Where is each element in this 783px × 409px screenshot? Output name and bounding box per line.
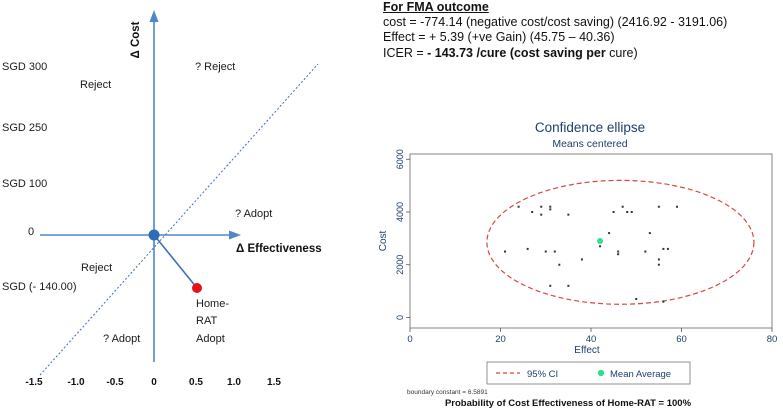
scatter-point: [621, 205, 624, 208]
scatter-point: [517, 205, 520, 208]
point-label-line1: Home-: [196, 298, 229, 310]
scatter-point: [662, 247, 665, 250]
x-tick-label: 80: [767, 334, 778, 345]
y-tick-label: 2000: [395, 255, 405, 275]
icer-tail: cure): [609, 45, 638, 60]
scatter-point: [531, 211, 534, 213]
point-label-line2: RAT: [196, 315, 217, 327]
scatter-point: [617, 253, 620, 256]
x-tick-label: 60: [676, 334, 687, 345]
scatter-point: [558, 263, 561, 266]
x-tick-label: 0: [407, 334, 412, 345]
quadrant-label-ne: ? Reject: [195, 61, 235, 73]
scatter-point: [662, 300, 665, 303]
scatter-point: [644, 250, 647, 253]
ellipse-chart-subtitle: Means centered: [552, 138, 627, 150]
plot-area: [409, 153, 773, 329]
confidence-ellipse-chart: Confidence ellipse Means centered 0 20 40 6…: [378, 120, 778, 409]
cost-axis-arrow: [149, 10, 159, 22]
point-label-line3: Adopt: [196, 333, 225, 345]
scatter-point: [657, 205, 660, 208]
quadrant-label-e: ? Adopt: [235, 208, 272, 220]
fma-effect-line: Effect = + 5.39 (+ve Gain) (45.75 – 40.3…: [383, 30, 615, 45]
x-tick-label: 0.5: [189, 377, 203, 388]
legend-box: [486, 361, 691, 385]
origin-to-point-line: [153, 234, 198, 289]
y-axis-title: Cost: [378, 230, 389, 251]
scatter-point: [549, 208, 552, 211]
scatter-point: [567, 284, 570, 287]
effectiveness-axis-title: Δ Effectiveness: [236, 243, 322, 255]
quadrant-label-sw-lower: ? Adopt: [103, 333, 140, 345]
scatter-point: [657, 263, 660, 266]
x-tick-label: 0: [151, 377, 157, 388]
y-label-zero: 0: [28, 226, 34, 238]
origin-marker: [148, 229, 160, 241]
scatter-point: [612, 211, 615, 213]
quadrant-label-sw-upper: Reject: [81, 262, 112, 274]
scatter-point: [580, 258, 583, 261]
y-label-100: SGD 100: [2, 178, 47, 190]
scatter-point: [553, 250, 556, 253]
scatter-point: [617, 250, 620, 253]
quadrant-label-nw: Reject: [80, 79, 111, 91]
legend-ci-label: 95% CI: [527, 369, 558, 380]
y-tick-label: 6000: [395, 149, 405, 169]
mean-point: [597, 238, 604, 244]
scatter-point: [567, 213, 570, 216]
fma-heading: For FMA outcome: [383, 0, 489, 14]
y-label-250: SGD 250: [2, 122, 47, 134]
probability-caption: Probability of Cost Effectiveness of Hom…: [445, 398, 692, 409]
y-label-negative: SGD (- 140.00): [2, 281, 77, 293]
icer-prefix: ICER =: [383, 45, 428, 60]
legend: 95% CI Mean Average: [486, 361, 691, 385]
legend-mean-swatch: [597, 369, 605, 377]
scatter-point: [608, 232, 611, 235]
confidence-ellipse: [486, 179, 755, 305]
ellipse-chart-title: Confidence ellipse: [535, 120, 645, 135]
scatter-point: [540, 213, 543, 216]
x-tick-label: -1.5: [25, 377, 43, 388]
home-rat-point: [192, 283, 202, 293]
scatter-point: [549, 284, 552, 287]
scatter-point: [635, 298, 638, 300]
x-axis-title: Effect: [574, 345, 600, 356]
x-tick-label: 1.5: [267, 377, 281, 388]
effectiveness-axis-arrow: [229, 230, 241, 240]
fma-icer-line: ICER = - 143.73 /cure (cost saving per c…: [383, 46, 727, 61]
boundary-constant-note: boundary constant = 6.5891: [407, 389, 488, 396]
scatter-point: [648, 232, 651, 235]
scatter-point: [666, 247, 669, 250]
x-tick-label: 20: [495, 334, 506, 345]
scatter-point: [549, 205, 552, 208]
x-tick-labels: -1.5 -1.0 -0.5 0 0.5 1.0 1.5: [25, 377, 281, 388]
x-tick-label: -1.0: [67, 377, 85, 388]
x-tick-label: 1.0: [227, 377, 241, 388]
fma-outcome-summary: For FMA outcome cost = -774.14 (negative…: [383, 0, 727, 61]
legend-mean-label: Mean Average: [610, 369, 671, 380]
x-tick-label: 40: [586, 334, 597, 345]
scatter-point: [526, 247, 529, 250]
icer-value: - 143.73 /cure (cost saving per: [427, 45, 610, 60]
scatter-point: [599, 245, 602, 248]
cost-axis-title: Δ Cost: [130, 21, 142, 58]
y-tick-label: 4000: [395, 202, 405, 222]
fma-cost-line: cost = -774.14 (negative cost/cost savin…: [383, 15, 728, 30]
y-tick-label: 0: [395, 315, 405, 320]
scatter-point: [504, 250, 507, 253]
threshold-line: [39, 63, 319, 376]
scatter-point: [544, 250, 547, 253]
scatter-point: [626, 211, 629, 213]
cost-effectiveness-plane: Δ Cost Δ Effectiveness SGD 300 SGD 250 S…: [2, 10, 322, 388]
scatter-point: [675, 205, 678, 208]
scatter-point: [630, 211, 633, 213]
scatter-point: [540, 205, 543, 208]
x-tick-label: -0.5: [106, 377, 124, 388]
y-label-300: SGD 300: [2, 61, 47, 73]
scatter-point: [657, 258, 660, 261]
